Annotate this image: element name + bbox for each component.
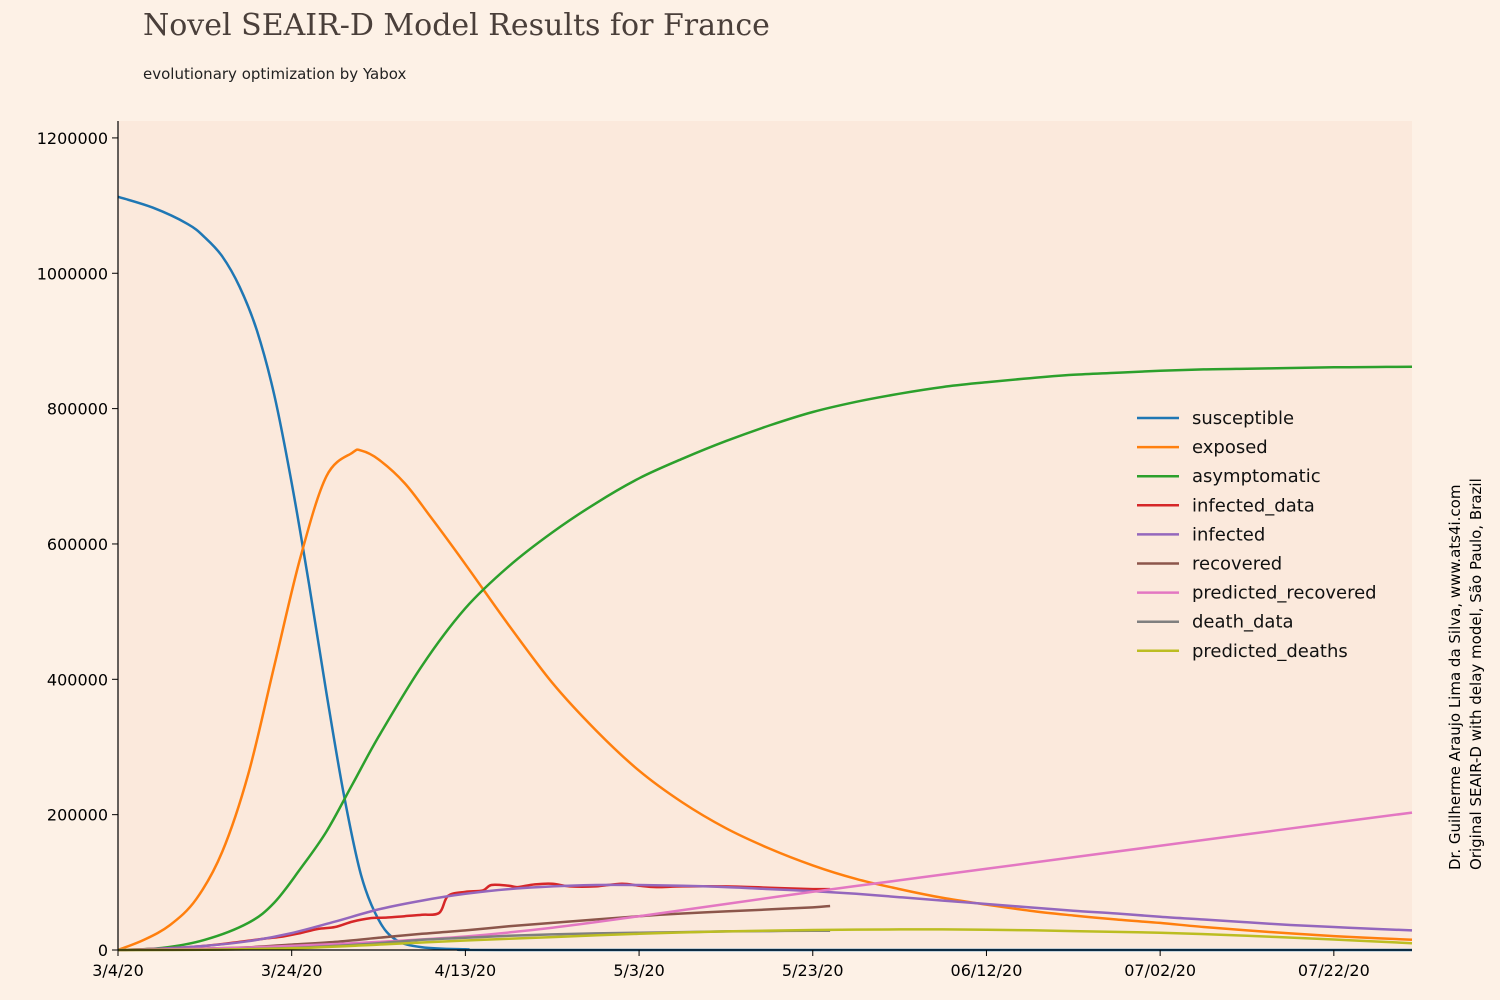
y-tick-label: 800000 — [47, 400, 108, 419]
legend-label-predicted-recovered: predicted_recovered — [1192, 583, 1377, 604]
x-tick-label: 5/3/20 — [613, 961, 665, 980]
y-axis-ticks: 0 200000 400000 600000 800000 1000000 1200000 — [37, 129, 118, 960]
series-line-infected — [117, 883, 1413, 952]
y-tick-label: 400000 — [47, 670, 108, 689]
y-tick-label: 1000000 — [37, 264, 108, 283]
x-tick-label: 07/02/20 — [1124, 961, 1196, 980]
series-line-predicted-deaths — [117, 928, 1413, 952]
x-tick-label: 4/13/20 — [435, 961, 497, 980]
legend-label-infected-data: infected_data — [1192, 495, 1315, 516]
x-tick-label: 3/24/20 — [261, 961, 323, 980]
legend: susceptible exposed asymptomatic infected_d… — [1137, 408, 1377, 662]
legend-label-asymptomatic: asymptomatic — [1192, 466, 1321, 487]
series-line-asymptomatic — [117, 365, 1413, 952]
legend-label-susceptible: susceptible — [1192, 408, 1294, 429]
series-line-infected-data — [117, 882, 831, 952]
legend-label-infected: infected — [1192, 524, 1265, 545]
y-tick-label: 200000 — [47, 806, 108, 825]
series-line-exposed — [117, 448, 1413, 952]
x-tick-label: 07/22/20 — [1298, 961, 1370, 980]
x-tick-label: 5/23/20 — [782, 961, 844, 980]
legend-label-death-data: death_data — [1192, 612, 1294, 633]
x-tick-label: 06/12/20 — [951, 961, 1023, 980]
series-line-predicted-recovered — [117, 811, 1413, 952]
legend-label-exposed: exposed — [1192, 437, 1268, 458]
y-tick-label: 600000 — [47, 535, 108, 554]
chart-title: Novel SEAIR-D Model Results for France — [143, 8, 770, 43]
credit-line-2: Original SEAIR-D with delay model, São P… — [1467, 478, 1485, 870]
legend-label-predicted-deaths: predicted_deaths — [1192, 641, 1348, 662]
x-tick-label: 3/4/20 — [92, 961, 144, 980]
x-axis-ticks: 3/4/20 3/24/20 4/13/20 5/3/20 5/23/20 06/12/2… — [92, 950, 1370, 980]
chart-subtitle: evolutionary optimization by Yabox — [143, 65, 407, 83]
y-tick-label: 1200000 — [37, 129, 108, 148]
credit-line-1: Dr. Guilherme Araujo Lima da Silva, www.… — [1446, 485, 1464, 870]
y-tick-label: 0 — [98, 941, 108, 960]
legend-label-recovered: recovered — [1192, 554, 1282, 575]
plot-area-background — [118, 121, 1412, 950]
